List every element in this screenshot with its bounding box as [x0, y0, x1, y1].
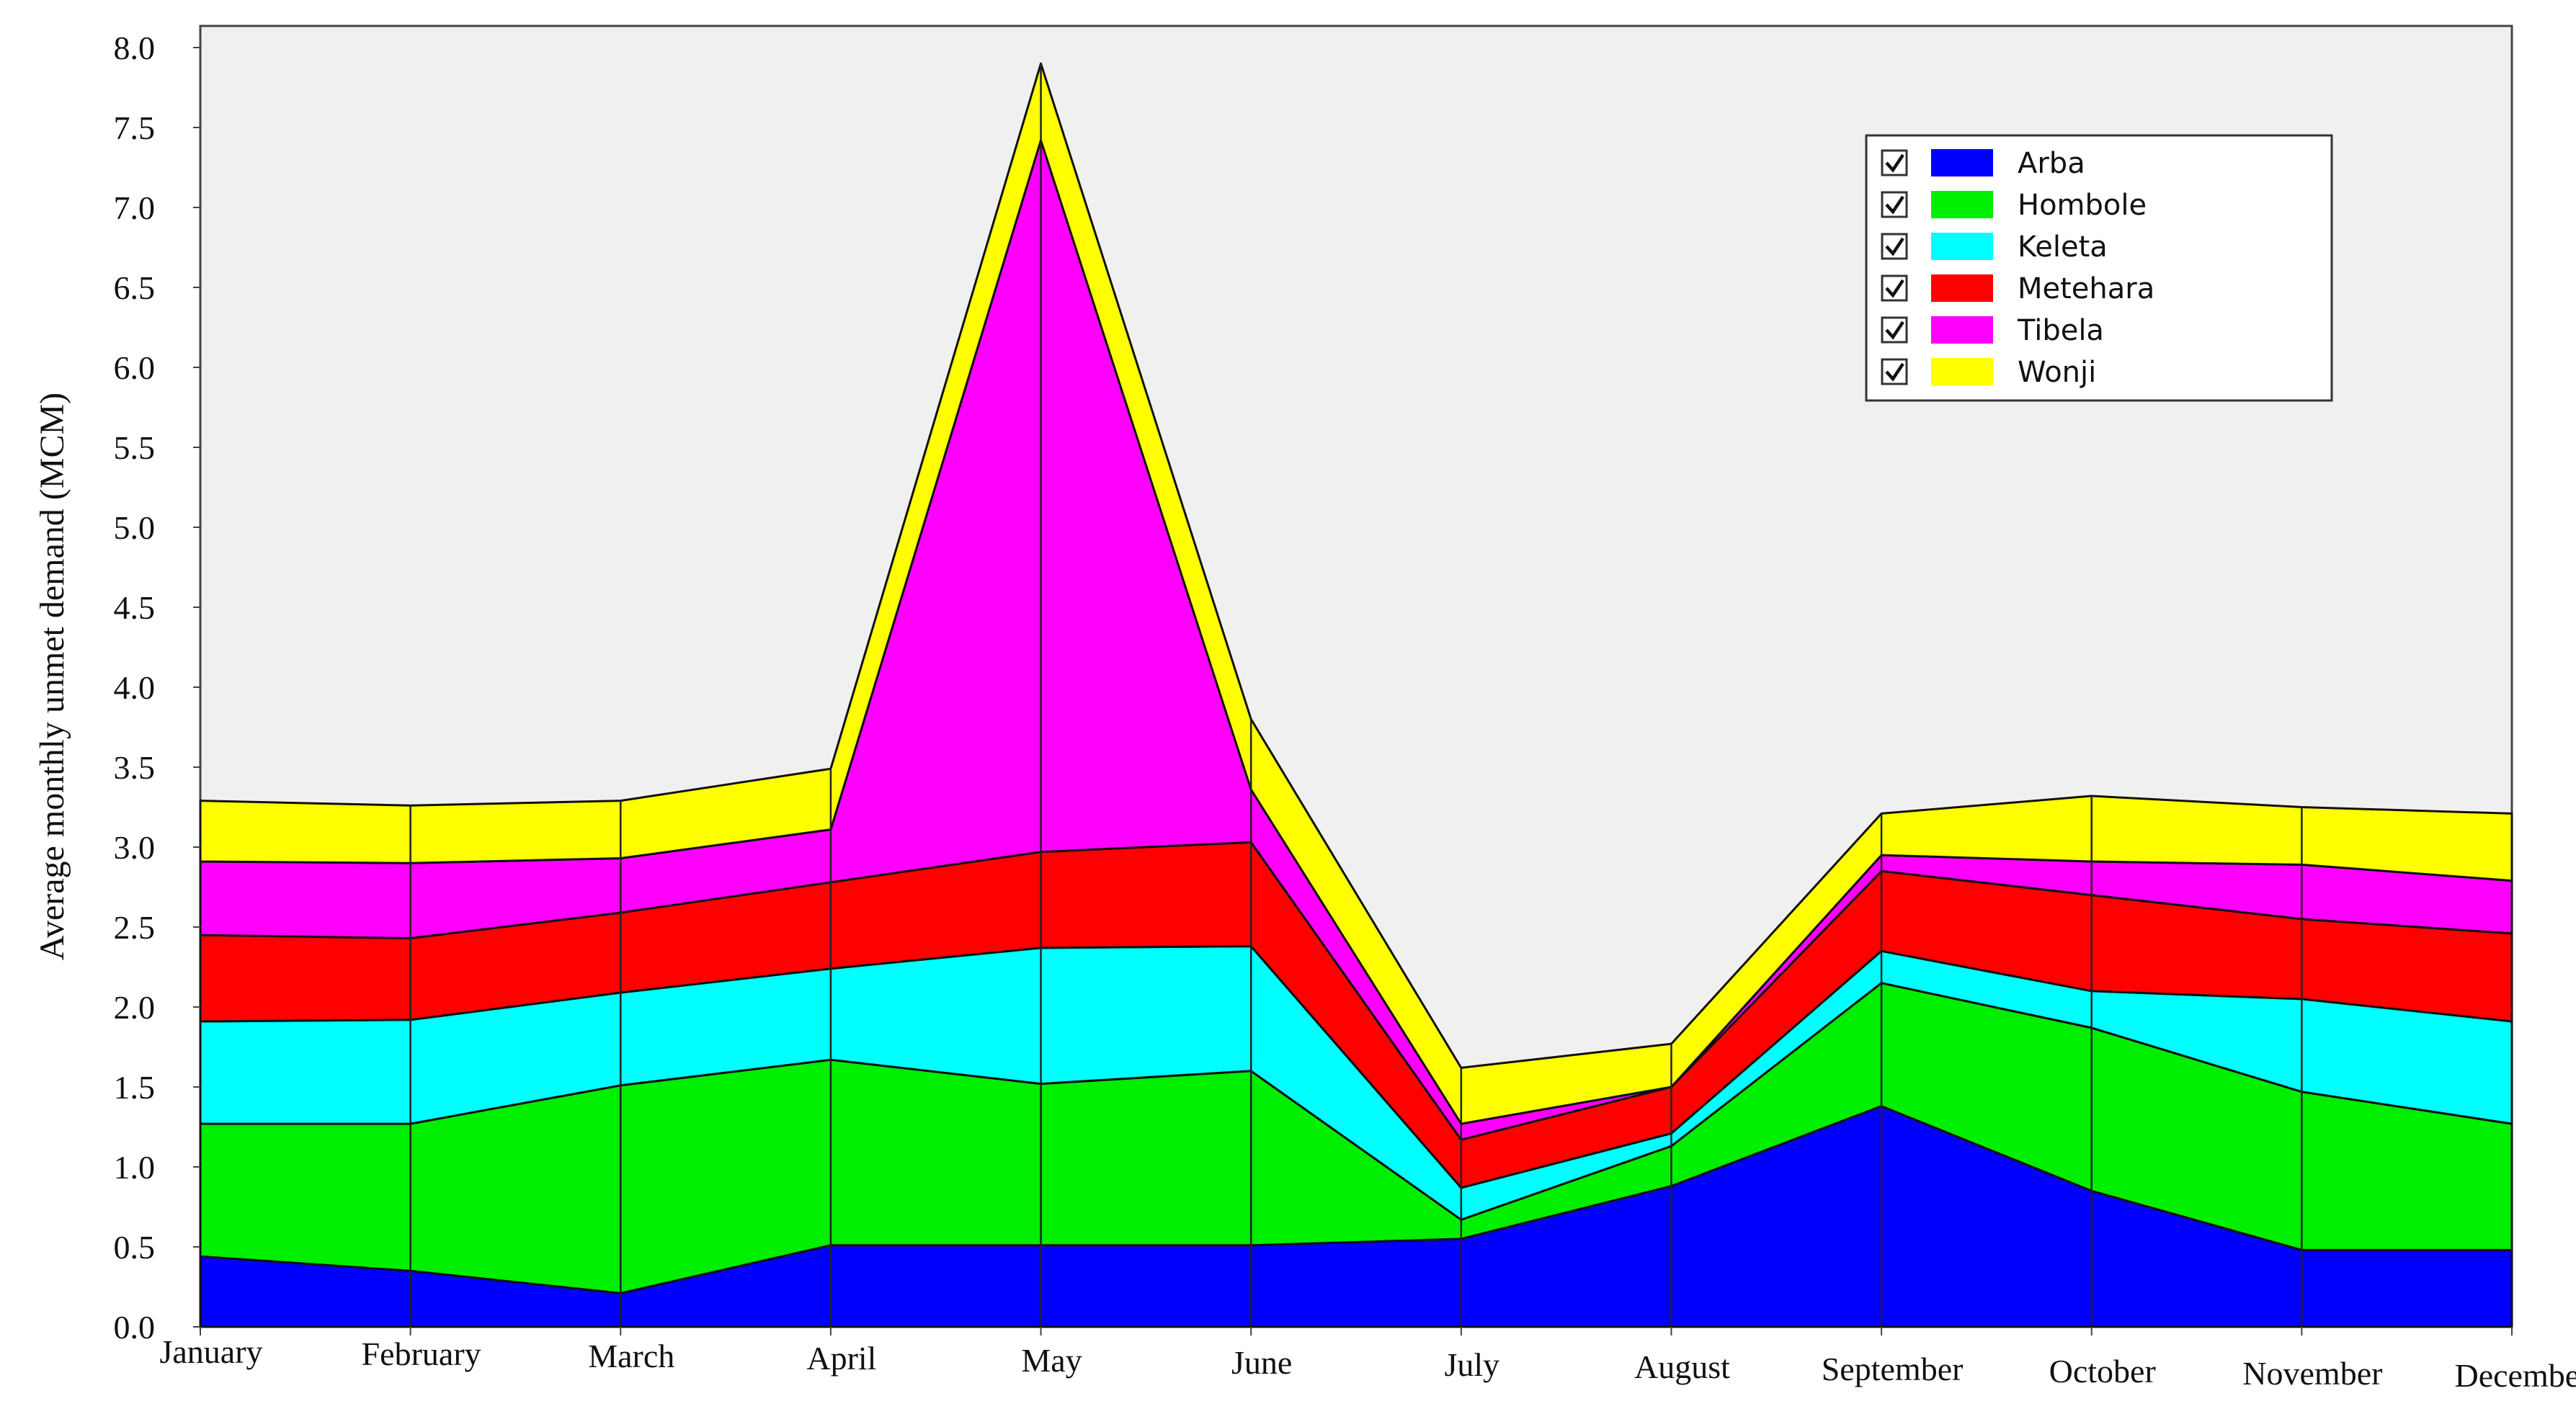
y-tick-label: 6.5: [114, 269, 156, 306]
checkmark-icon: [1885, 362, 1904, 382]
legend-label-wonji: Wonji: [2018, 356, 2096, 389]
y-tick-label: 6.0: [114, 349, 156, 386]
y-tick-label: 2.0: [114, 989, 156, 1026]
x-tick-label: April: [806, 1340, 876, 1377]
legend-label-tibela: Tibela: [2017, 314, 2104, 347]
legend-label-arba: Arba: [2018, 147, 2085, 180]
x-tick-label: July: [1444, 1346, 1499, 1383]
x-tick-label: December: [2455, 1357, 2576, 1394]
legend-swatch-hombole: [1931, 191, 1993, 218]
x-tick-label: March: [588, 1338, 674, 1374]
x-tick-label: August: [1634, 1348, 1730, 1385]
legend-swatch-metehara: [1931, 274, 1993, 302]
legend-label-hombole: Hombole: [2018, 189, 2147, 222]
legend-swatch-wonji: [1931, 358, 1993, 385]
x-tick-label: May: [1021, 1342, 1082, 1379]
y-tick-label: 1.0: [114, 1149, 156, 1186]
checkmark-icon: [1885, 153, 1904, 173]
legend-label-metehara: Metehara: [2018, 272, 2154, 305]
y-tick-label: 8.0: [114, 30, 156, 66]
y-tick-label: 7.5: [114, 109, 156, 146]
legend-label-keleta: Keleta: [2018, 231, 2108, 264]
legend: Arba Hombole Keleta Metehara Tibela Wonji: [1865, 134, 2333, 402]
y-tick-label: 2.5: [114, 909, 156, 946]
x-tick-label: February: [362, 1335, 481, 1372]
y-tick-label: 3.0: [114, 829, 156, 866]
legend-box: [1865, 134, 2333, 402]
x-tick-label: November: [2242, 1355, 2382, 1392]
y-tick-label: 4.5: [114, 589, 156, 626]
y-tick-label: 4.0: [114, 669, 156, 706]
legend-checkbox-wonji[interactable]: [1881, 358, 1908, 385]
legend-swatch-tibela: [1931, 316, 1993, 344]
legend-swatch-arba: [1931, 149, 1993, 176]
checkmark-icon: [1885, 321, 1904, 340]
checkmark-icon: [1885, 237, 1904, 256]
y-tick-label: 7.0: [114, 189, 156, 226]
y-axis-title: Average monthly unmet demand (MCM): [33, 393, 71, 960]
x-tick-label: January: [159, 1333, 262, 1370]
x-tick-label: September: [1822, 1351, 1964, 1387]
y-tick-label: 1.5: [114, 1069, 156, 1106]
y-axis: 0.0 0.5 1.0 1.5 2.0 2.5 3.0 3.5 4.0 4.5 5.0 5.5 6.0 6…: [114, 30, 200, 1346]
y-tick-label: 0.5: [114, 1229, 156, 1266]
y-tick-label: 0.0: [114, 1309, 156, 1346]
x-tick-label: June: [1231, 1344, 1292, 1381]
x-tick-label: October: [2049, 1353, 2156, 1390]
legend-checkbox-arba[interactable]: [1881, 149, 1908, 176]
category-gridlines: [409, 63, 2303, 1327]
y-tick-label: 5.5: [114, 429, 156, 466]
legend-checkbox-tibela[interactable]: [1881, 316, 1908, 344]
checkmark-icon: [1885, 195, 1904, 215]
legend-checkbox-metehara[interactable]: [1881, 274, 1908, 302]
x-axis: January February March April May June July Augu…: [159, 1327, 2576, 1394]
legend-checkbox-keleta[interactable]: [1881, 233, 1908, 260]
checkmark-icon: [1885, 279, 1904, 298]
y-tick-label: 5.0: [114, 509, 156, 546]
y-tick-label: 3.5: [114, 749, 156, 786]
legend-swatch-keleta: [1931, 233, 1993, 260]
legend-checkbox-hombole[interactable]: [1881, 191, 1908, 218]
